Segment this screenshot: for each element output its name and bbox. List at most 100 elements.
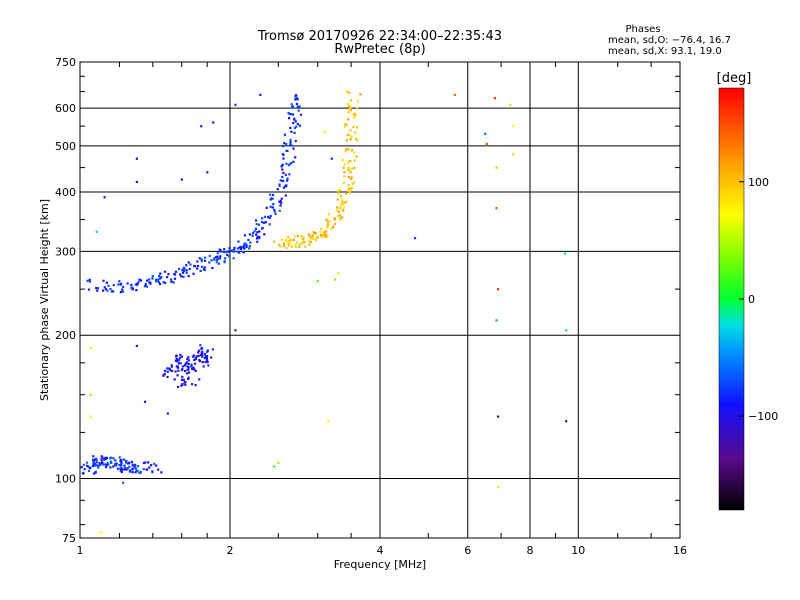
trace-point bbox=[351, 182, 354, 185]
trace-point bbox=[293, 126, 296, 129]
trace-point bbox=[137, 281, 140, 284]
trace-point bbox=[194, 362, 197, 365]
trace-point bbox=[349, 171, 352, 174]
stats-heading: Phases bbox=[625, 24, 660, 35]
trace-point bbox=[337, 210, 340, 213]
trace-point bbox=[110, 290, 114, 293]
trace-point bbox=[166, 370, 169, 373]
trace-point bbox=[186, 361, 189, 364]
trace-point bbox=[260, 227, 264, 230]
trace-point bbox=[194, 383, 197, 387]
trace-point bbox=[336, 189, 340, 193]
scatter-point bbox=[95, 230, 98, 233]
trace-point bbox=[187, 362, 190, 366]
trace-point bbox=[86, 464, 89, 467]
trace-point bbox=[181, 365, 185, 368]
trace-point bbox=[179, 362, 182, 365]
trace-point bbox=[187, 376, 190, 379]
trace-point bbox=[95, 461, 98, 464]
trace-point bbox=[278, 183, 281, 186]
trace-point bbox=[98, 461, 101, 465]
trace-point bbox=[282, 171, 285, 175]
trace-point bbox=[314, 239, 317, 242]
trace-point bbox=[154, 278, 158, 281]
trace-point bbox=[219, 250, 222, 253]
trace-point bbox=[205, 355, 209, 358]
trace-point bbox=[290, 130, 293, 133]
stats-o-mode: mean, sd,O: −76.4, 16.7 bbox=[608, 35, 731, 46]
trace-point bbox=[272, 203, 275, 206]
trace-point bbox=[295, 94, 298, 97]
trace-point bbox=[256, 240, 259, 243]
trace-point bbox=[130, 460, 133, 464]
trace-point bbox=[135, 468, 138, 472]
trace-point bbox=[347, 175, 351, 179]
trace-point bbox=[182, 378, 185, 381]
scatter-point bbox=[234, 103, 237, 106]
trace-point bbox=[120, 462, 123, 465]
trace-point bbox=[325, 230, 328, 233]
trace-point bbox=[185, 271, 188, 275]
trace-point bbox=[344, 150, 347, 153]
trace-point bbox=[175, 354, 178, 357]
trace-point bbox=[320, 234, 323, 237]
trace-point bbox=[286, 149, 289, 153]
trace-point bbox=[283, 133, 287, 136]
trace-point bbox=[195, 355, 198, 358]
trace-point bbox=[197, 354, 200, 358]
trace-point bbox=[92, 460, 96, 463]
trace-point bbox=[347, 169, 351, 172]
scatter-point bbox=[327, 420, 330, 423]
trace-point bbox=[170, 365, 174, 368]
trace-point bbox=[226, 253, 229, 256]
trace-point bbox=[190, 365, 193, 368]
trace-point bbox=[350, 188, 353, 191]
trace-point bbox=[281, 168, 284, 171]
scatter-point bbox=[563, 252, 567, 255]
trace-point bbox=[128, 470, 132, 473]
trace-point bbox=[94, 286, 98, 290]
trace-point bbox=[199, 269, 202, 272]
trace-point bbox=[342, 206, 345, 209]
trace-point bbox=[169, 368, 172, 372]
trace-point bbox=[83, 468, 86, 471]
trace-point bbox=[135, 289, 138, 292]
trace-point bbox=[289, 238, 292, 241]
trace-point bbox=[136, 470, 139, 473]
trace-point bbox=[203, 256, 207, 259]
trace-point bbox=[335, 209, 338, 212]
trace-point bbox=[198, 257, 201, 260]
trace-point bbox=[346, 161, 350, 164]
trace-point bbox=[347, 189, 350, 193]
trace-point bbox=[99, 463, 102, 466]
trace-point bbox=[342, 209, 345, 212]
trace-point bbox=[128, 465, 131, 468]
trace-point bbox=[247, 238, 250, 242]
scatter-point bbox=[206, 171, 209, 174]
trace-point bbox=[102, 463, 105, 466]
trace-point bbox=[299, 113, 303, 116]
trace-point bbox=[180, 384, 183, 387]
plot-frame bbox=[79, 61, 681, 539]
trace-point bbox=[288, 173, 291, 176]
trace-point bbox=[100, 455, 103, 458]
scatter-point bbox=[484, 132, 487, 135]
trace-point bbox=[109, 287, 112, 291]
trace-point bbox=[297, 109, 300, 112]
trace-point bbox=[148, 466, 151, 469]
trace-point bbox=[339, 216, 342, 220]
trace-point bbox=[224, 251, 227, 254]
trace-point bbox=[87, 469, 91, 473]
trace-point bbox=[133, 464, 136, 467]
trace-point bbox=[164, 281, 167, 284]
trace-point bbox=[339, 207, 342, 210]
trace-point bbox=[117, 283, 120, 286]
trace-point bbox=[187, 356, 190, 359]
trace-point bbox=[119, 459, 123, 462]
x-tick-label: 8 bbox=[527, 544, 534, 557]
scatter-point bbox=[495, 319, 498, 322]
trace-point bbox=[342, 181, 346, 184]
trace-point bbox=[356, 139, 359, 142]
trace-point bbox=[274, 212, 277, 215]
trace-point bbox=[192, 354, 196, 357]
